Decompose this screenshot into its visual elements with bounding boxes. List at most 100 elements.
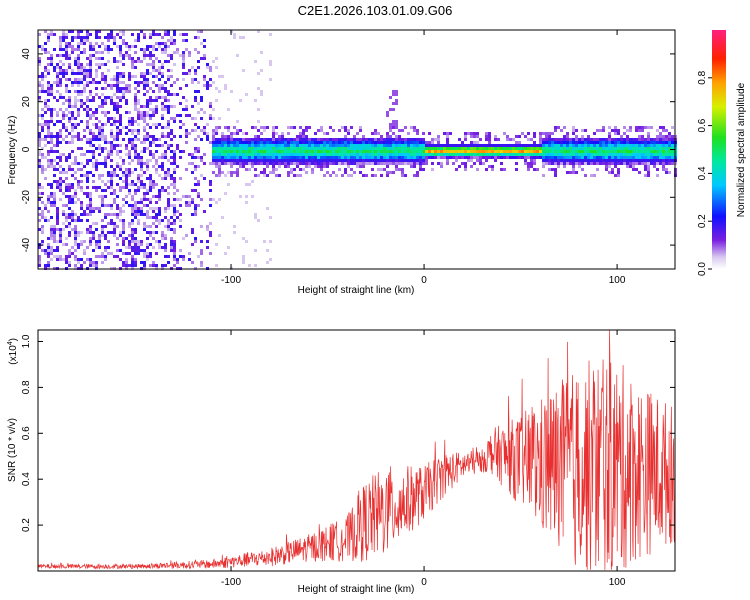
spectrogram-cell [251, 162, 254, 165]
spectrogram-cell [413, 156, 416, 159]
spectrogram-cell [143, 72, 146, 75]
spectrogram-cell [482, 144, 485, 147]
spectrogram-cell [104, 138, 107, 141]
spectrogram-cell [107, 39, 110, 42]
spectrogram-cell [506, 138, 509, 141]
spectrogram-cell [47, 243, 50, 246]
spectrogram-cell [323, 162, 326, 165]
spectrogram-cell [329, 174, 332, 177]
spectrogram-cell [239, 36, 242, 39]
spectrogram-cell [173, 183, 176, 186]
spectrogram-cell [86, 228, 89, 231]
spectrogram-cell [392, 156, 395, 159]
spectrogram-cell [206, 123, 209, 126]
spectrogram-cell [101, 75, 104, 78]
spectrogram-cell [431, 162, 434, 165]
spectrogram-cell [170, 156, 173, 159]
spectrogram-cell [149, 198, 152, 201]
spectrogram-cell [476, 153, 479, 156]
spectrogram-cell [608, 165, 611, 168]
spectrogram-cell [179, 198, 182, 201]
spectrogram-cell [548, 168, 551, 171]
spectrogram-cell [38, 261, 41, 264]
spectrogram-cell [386, 135, 389, 138]
spectrogram-cell [134, 231, 137, 234]
spectrogram-cell [332, 150, 335, 153]
spectrogram-cell [95, 222, 98, 225]
spectrogram-cell [59, 129, 62, 132]
spectrogram-cell [77, 33, 80, 36]
spectrogram-cell [95, 165, 98, 168]
spectrogram-cell [95, 168, 98, 171]
spectrogram-cell [437, 150, 440, 153]
spectrogram-cell [149, 54, 152, 57]
spectrogram-cell [617, 150, 620, 153]
spectrogram-cell [314, 141, 317, 144]
spectrogram-cell [284, 138, 287, 141]
spectrogram-cell [635, 168, 638, 171]
spectrogram-cell [272, 138, 275, 141]
spectrogram-cell [164, 216, 167, 219]
spectrogram-cell [254, 60, 257, 63]
spectrogram-cell [164, 48, 167, 51]
spectrogram-cell [254, 159, 257, 162]
spectrogram-cell [110, 87, 113, 90]
spectrogram-cell [218, 162, 221, 165]
spectrogram-cell [371, 153, 374, 156]
spectrogram-cell [293, 138, 296, 141]
spectrogram-cell [107, 45, 110, 48]
spectrogram-cell [656, 141, 659, 144]
spectrogram-cell [47, 255, 50, 258]
spectrogram-cell [269, 153, 272, 156]
spectrogram-cell [80, 63, 83, 66]
spectrogram-cell [170, 69, 173, 72]
spectrogram-cell [149, 207, 152, 210]
spectrogram-cell [470, 132, 473, 135]
spectrogram-cell [260, 69, 263, 72]
spectrogram-cell [185, 168, 188, 171]
spectrogram-cell [593, 153, 596, 156]
spectrogram-cell [254, 213, 257, 216]
spectrogram-cell [359, 141, 362, 144]
spectrogram-cell [59, 132, 62, 135]
spectrogram-cell [110, 183, 113, 186]
spectrogram-cell [113, 198, 116, 201]
spectrogram-cell [299, 138, 302, 141]
spectrogram-cell [629, 156, 632, 159]
spectrogram-cell [155, 144, 158, 147]
spectrogram-cell [206, 84, 209, 87]
spectrogram-cell [386, 111, 389, 114]
spectrogram-cell [185, 33, 188, 36]
spectrogram-cell [140, 243, 143, 246]
x-tick-label: 0 [421, 275, 427, 286]
spectrogram-cell [158, 123, 161, 126]
spectrogram-cell [503, 156, 506, 159]
spectrogram-cell [251, 165, 254, 168]
spectrogram-cell [125, 201, 128, 204]
spectrogram-cell [530, 144, 533, 147]
spectrogram-cell [614, 147, 617, 150]
spectrogram-cell [326, 147, 329, 150]
spectrogram-cell [140, 72, 143, 75]
spectrogram-cell [125, 180, 128, 183]
spectrogram-cell [83, 135, 86, 138]
spectrogram-cell [152, 60, 155, 63]
spectrogram-cell [659, 141, 662, 144]
spectrogram-cell [494, 144, 497, 147]
spectrogram-cell [605, 147, 608, 150]
spectrogram-cell [161, 105, 164, 108]
spectrogram-cell [128, 225, 131, 228]
spectrogram-cell [668, 156, 671, 159]
spectrogram-cell [395, 147, 398, 150]
spectrogram-cell [56, 78, 59, 81]
spectrogram-cell [188, 204, 191, 207]
spectrogram-cell [554, 153, 557, 156]
spectrogram-cell [41, 117, 44, 120]
spectrogram-cell [398, 144, 401, 147]
spectrogram-cell [212, 129, 215, 132]
spectrogram-cell [122, 252, 125, 255]
spectrogram-cell [110, 159, 113, 162]
spectrogram-cell [593, 162, 596, 165]
spectrogram-cell [56, 141, 59, 144]
spectrogram-cell [50, 159, 53, 162]
